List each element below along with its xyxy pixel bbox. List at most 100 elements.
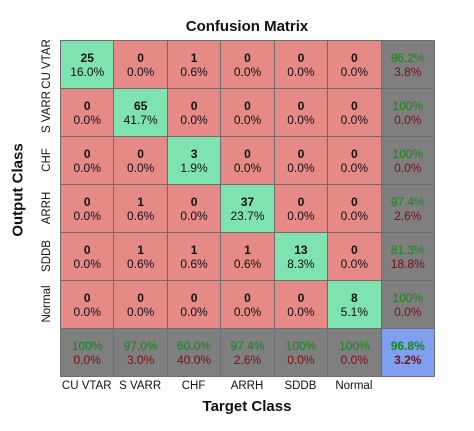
x-tick-label: SDDB xyxy=(284,380,317,392)
cell-percent: 0.0% xyxy=(126,160,155,175)
cell-count: 1 xyxy=(190,242,198,257)
cell-count: 13 xyxy=(294,242,308,257)
matrix-cell: 0 0.0% xyxy=(273,88,329,137)
cell-count: 0 xyxy=(244,98,251,113)
matrix-cell: 0 0.0% xyxy=(273,40,329,89)
cell-count: 0 xyxy=(351,194,358,209)
cell-count: 25 xyxy=(80,50,94,65)
matrix-cell: 0 0.0% xyxy=(220,136,275,185)
cell-percent: 0.0% xyxy=(73,208,101,223)
cell-count: 0 xyxy=(351,98,358,113)
cell-percent: 0.0% xyxy=(233,304,262,319)
overall-accuracy: 96.8% xyxy=(390,338,425,353)
cell-percent: 0.0% xyxy=(340,64,369,79)
cell-percent: 0.0% xyxy=(340,256,369,271)
cell-count: 8 xyxy=(351,290,358,305)
cell-count: 1 xyxy=(190,50,198,65)
column-error: 0.0% xyxy=(287,352,315,367)
matrix-cell: 37 23.7% xyxy=(220,184,275,233)
confusion-matrix: 25 16.0% 0 0.0% 1 0.6% 0 0.0% 0 0.0% 0 0.0% 96.2% 3.8… xyxy=(60,40,435,377)
matrix-cell: 0 0.0% xyxy=(327,40,382,89)
matrix-cell: 1 0.6% xyxy=(166,40,222,89)
row-summary-cell: 96.2% 3.8% xyxy=(380,40,435,89)
matrix-cell: 3 1.9% xyxy=(166,136,222,185)
column-error: 3.0% xyxy=(126,352,155,367)
matrix-cell: 0 0.0% xyxy=(113,40,168,89)
x-axis-title: Target Class xyxy=(202,398,292,415)
cell-percent: 0.0% xyxy=(180,112,208,127)
matrix-cell: 0 0.0% xyxy=(113,136,168,185)
cell-percent: 0.0% xyxy=(340,112,369,127)
column-summary-cell: 100% 0.0% xyxy=(60,328,115,377)
matrix-cell: 1 0.6% xyxy=(113,232,168,281)
cell-percent: 0.0% xyxy=(73,304,101,319)
row-precision: 100% xyxy=(392,290,424,305)
cell-count: 0 xyxy=(190,194,198,209)
cell-count: 37 xyxy=(240,194,255,209)
column-summary-cell: 60.0% 40.0% xyxy=(166,328,222,377)
matrix-cell: 0 0.0% xyxy=(60,184,115,233)
matrix-cell: 8 5.1% xyxy=(327,280,382,329)
column-summary-cell: 100% 0.0% xyxy=(327,328,382,377)
cell-percent: 0.0% xyxy=(287,112,315,127)
column-recall: 97.0% xyxy=(123,338,158,353)
cell-count: 0 xyxy=(190,98,198,113)
row-precision: 81.3% xyxy=(390,242,425,257)
matrix-cell: 0 0.0% xyxy=(166,280,222,329)
cell-count: 0 xyxy=(190,290,198,305)
matrix-cell: 1 0.6% xyxy=(220,232,275,281)
overall-accuracy-cell: 96.8% 3.2% xyxy=(380,328,435,377)
column-recall: 100% xyxy=(285,338,317,353)
row-summary-cell: 100% 0.0% xyxy=(380,88,435,137)
cell-count: 0 xyxy=(297,50,305,65)
column-summary-cell: 100% 0.0% xyxy=(273,328,329,377)
cell-count: 0 xyxy=(351,242,358,257)
matrix-cell: 0 0.0% xyxy=(60,136,115,185)
cell-percent: 0.0% xyxy=(73,160,101,175)
cell-percent: 0.0% xyxy=(233,64,262,79)
cell-percent: 0.6% xyxy=(180,64,208,79)
x-tick-label: Normal xyxy=(335,380,373,392)
cell-percent: 0.6% xyxy=(180,256,208,271)
matrix-cell: 0 0.0% xyxy=(220,40,275,89)
row-summary-cell: 100% 0.0% xyxy=(380,280,435,329)
x-tick-label: S VARR xyxy=(119,380,162,392)
matrix-cell: 0 0.0% xyxy=(220,88,275,137)
cell-percent: 23.7% xyxy=(230,208,265,223)
cell-count: 3 xyxy=(190,146,198,161)
column-error: 40.0% xyxy=(177,352,212,367)
matrix-cell: 1 0.6% xyxy=(113,184,168,233)
column-recall: 97.4% xyxy=(230,338,265,353)
row-error: 2.6% xyxy=(394,208,422,223)
column-summary-cell: 97.4% 2.6% xyxy=(220,328,275,377)
cell-count: 0 xyxy=(297,194,305,209)
row-summary-cell: 81.3% 18.8% xyxy=(380,232,435,281)
cell-count: 65 xyxy=(133,98,148,113)
matrix-cell: 0 0.0% xyxy=(113,280,168,329)
cell-percent: 0.0% xyxy=(126,64,155,79)
matrix-cell: 0 0.0% xyxy=(166,88,222,137)
cell-count: 0 xyxy=(137,290,144,305)
y-tick-label-text: ARRH xyxy=(41,191,53,225)
column-recall: 100% xyxy=(339,338,370,353)
cell-percent: 0.0% xyxy=(287,208,315,223)
overall-error: 3.2% xyxy=(394,352,422,367)
matrix-cell: 0 0.0% xyxy=(166,184,222,233)
matrix-cell: 13 8.3% xyxy=(273,232,329,281)
matrix-cell: 0 0.0% xyxy=(327,184,382,233)
column-error: 0.0% xyxy=(340,352,369,367)
cell-percent: 0.6% xyxy=(126,208,155,223)
row-precision: 97.4% xyxy=(390,194,425,209)
matrix-cell: 0 0.0% xyxy=(220,280,275,329)
cell-count: 0 xyxy=(83,242,91,257)
matrix-cell: 0 0.0% xyxy=(327,88,382,137)
row-error: 18.8% xyxy=(390,256,425,271)
cell-percent: 0.0% xyxy=(340,208,369,223)
cell-count: 0 xyxy=(137,50,144,65)
x-tick-label: ARRH xyxy=(230,380,264,392)
cell-percent: 0.0% xyxy=(340,160,369,175)
cell-count: 0 xyxy=(351,50,358,65)
matrix-cell: 0 0.0% xyxy=(327,232,382,281)
cell-count: 0 xyxy=(83,290,91,305)
cell-count: 0 xyxy=(244,146,251,161)
